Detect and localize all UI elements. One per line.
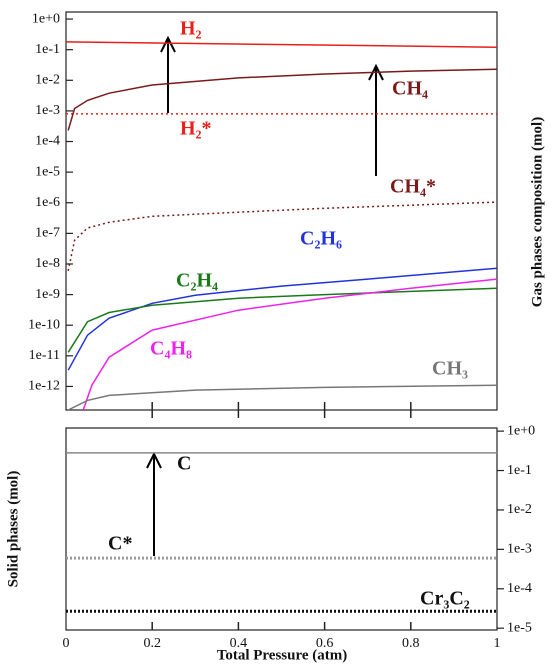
x-axis-title: Total Pressure (atm) (217, 647, 348, 663)
y-axis-title: Gas phases composition (mol) (529, 117, 545, 307)
series-line (65, 41, 498, 48)
y-tick-label: 1e-9 (35, 287, 60, 302)
y-tick-label: 1e-3 (507, 542, 532, 557)
series-label: C₄H₈ (150, 338, 192, 360)
y-tick-label: 1e-5 (35, 164, 60, 179)
x-tick-label: 0 (63, 636, 70, 651)
arrows (146, 35, 384, 556)
top-frame (65, 11, 498, 411)
y-tick-label: 1e-4 (507, 581, 532, 596)
y-tick-label: 1e-6 (35, 195, 60, 210)
x-tick-label: 1 (494, 636, 501, 651)
x-tick-label: 0.8 (402, 636, 420, 651)
y-tick-label: 1e-4 (35, 134, 60, 149)
series-line (67, 267, 498, 371)
y-tick-label: 1e-1 (507, 463, 532, 478)
y-tick-label: 1e-2 (35, 73, 60, 88)
series-label: CH₃ (432, 358, 468, 380)
series-label: H₂ (180, 18, 202, 40)
series-label: H₂* (180, 118, 212, 140)
y-tick-label: 1e-8 (35, 256, 60, 271)
series-label: CH₄* (390, 176, 436, 198)
y-tick-label: 1e+0 (32, 11, 60, 26)
y-tick-label: 1e-1 (35, 42, 60, 57)
y-tick-label: 1e+0 (507, 423, 535, 438)
series-label: C (177, 453, 191, 475)
series-line (67, 201, 498, 271)
series-line (67, 287, 498, 353)
y-tick-label: 1e-11 (29, 348, 60, 363)
series-label: Cr₃C₂ (420, 588, 470, 610)
series-label: CH₄ (392, 78, 428, 100)
x-tick-label: 0.2 (143, 636, 161, 651)
y-tick-label: 1e-2 (507, 502, 532, 517)
y-tick-label: 1e-10 (28, 317, 60, 332)
arrow-head (160, 35, 176, 53)
series-label: C₂H₆ (300, 228, 342, 250)
y-axis-title: Solid phases (mol) (5, 471, 21, 588)
y-tick-label: 1e-7 (35, 226, 60, 241)
series-line (67, 68, 498, 131)
arrow-head (368, 63, 384, 81)
series-line (67, 384, 498, 411)
arrow-head (146, 451, 162, 469)
series-line (82, 278, 498, 411)
series-label: C₂H₄ (176, 270, 218, 292)
y-tick-label: 1e-12 (28, 379, 60, 394)
y-tick-label: 1e-3 (35, 103, 60, 118)
x-tick-label: 0.4 (230, 636, 248, 651)
x-tick-label: 0.6 (316, 636, 334, 651)
y-tick-label: 1e-5 (507, 620, 532, 635)
bottom-frame (65, 427, 498, 631)
series-label: C* (108, 533, 132, 555)
